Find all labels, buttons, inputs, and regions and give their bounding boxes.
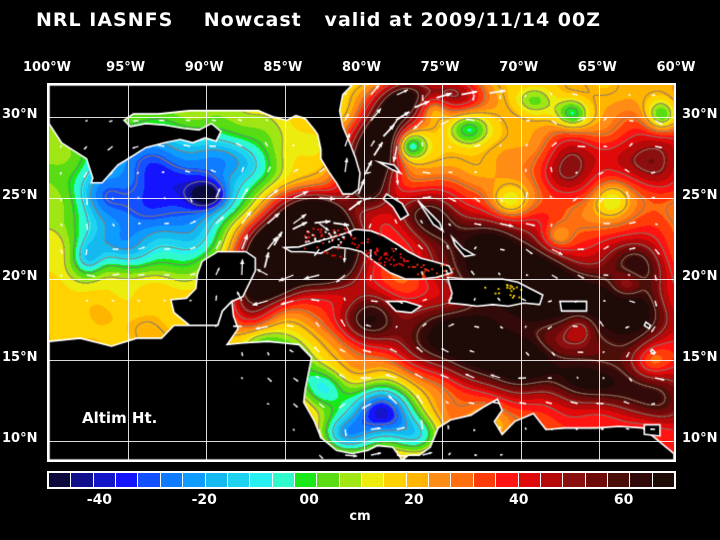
colorbar-segment xyxy=(183,473,205,487)
colorbar-segment xyxy=(451,473,473,487)
sshv-nowcast-figure: NRL IASNFS Nowcast valid at 2009/11/14 0… xyxy=(0,0,720,540)
colorbar-segment xyxy=(586,473,608,487)
gridline-meridian xyxy=(128,85,129,460)
colorbar-segment xyxy=(116,473,138,487)
colorbar-segment xyxy=(273,473,295,487)
gridline-parallel xyxy=(49,279,674,280)
gridline-meridian xyxy=(442,85,443,460)
colorbar-segment xyxy=(206,473,228,487)
lat-tick-label: 10°N xyxy=(2,431,37,446)
colorbar-segment xyxy=(295,473,317,487)
colorbar-tick: 60 xyxy=(614,492,633,508)
colorbar-segment xyxy=(496,473,518,487)
colorbar-segment xyxy=(317,473,339,487)
gridline-parallel xyxy=(49,198,674,199)
lon-tick-label: 80°W xyxy=(342,60,381,75)
gridline-parallel xyxy=(49,360,674,361)
colorbar-segment xyxy=(94,473,116,487)
figure-title: NRL IASNFS Nowcast valid at 2009/11/14 0… xyxy=(36,9,601,31)
lat-tick-label: 25°N xyxy=(2,188,37,203)
altimeter-height-field xyxy=(49,85,674,460)
colorbar xyxy=(47,471,676,489)
lon-tick-label: 75°W xyxy=(421,60,460,75)
lat-tick-label: 30°N xyxy=(2,107,37,122)
gridline-meridian xyxy=(364,85,365,460)
colorbar-segment xyxy=(228,473,250,487)
colorbar-tick: 40 xyxy=(509,492,528,508)
gridline-parallel xyxy=(49,117,674,118)
lat-tick-label: 20°N xyxy=(2,269,37,284)
map-plot-area xyxy=(47,83,676,462)
lat-tick-label: 20°N xyxy=(682,269,717,284)
lon-tick-label: 85°W xyxy=(263,60,302,75)
colorbar-tick: 00 xyxy=(299,492,318,508)
colorbar-segment xyxy=(161,473,183,487)
gridline-meridian xyxy=(521,85,522,460)
lon-tick-label: 100°W xyxy=(23,60,71,75)
lat-tick-label: 10°N xyxy=(682,431,717,446)
colorbar-segment xyxy=(541,473,563,487)
colorbar-segment xyxy=(362,473,384,487)
colorbar-segment xyxy=(407,473,429,487)
colorbar-tick: -40 xyxy=(87,492,112,508)
lat-tick-label: 30°N xyxy=(682,107,717,122)
colorbar-segment xyxy=(384,473,406,487)
lat-tick-label: 15°N xyxy=(2,350,37,365)
gridline-meridian xyxy=(285,85,286,460)
colorbar-segment xyxy=(340,473,362,487)
colorbar-segment xyxy=(653,473,674,487)
colorbar-tick: -20 xyxy=(192,492,217,508)
colorbar-segment xyxy=(608,473,630,487)
colorbar-segment xyxy=(563,473,585,487)
colorbar-segment xyxy=(250,473,272,487)
colorbar-unit-label: cm xyxy=(349,509,370,524)
lon-tick-label: 60°W xyxy=(657,60,696,75)
gridline-parallel xyxy=(49,441,674,442)
colorbar-segment xyxy=(474,473,496,487)
colorbar-segment xyxy=(519,473,541,487)
colorbar-segment xyxy=(429,473,451,487)
field-annotation-label: Altim Ht. xyxy=(82,409,157,427)
lon-tick-label: 65°W xyxy=(578,60,617,75)
lon-tick-label: 70°W xyxy=(499,60,538,75)
lat-tick-label: 25°N xyxy=(682,188,717,203)
lat-tick-label: 15°N xyxy=(682,350,717,365)
colorbar-tick: 20 xyxy=(404,492,423,508)
colorbar-segment xyxy=(138,473,160,487)
colorbar-segment xyxy=(71,473,93,487)
colorbar-segment xyxy=(630,473,652,487)
lon-tick-label: 95°W xyxy=(106,60,145,75)
gridline-meridian xyxy=(206,85,207,460)
gridline-meridian xyxy=(599,85,600,460)
lon-tick-label: 90°W xyxy=(185,60,224,75)
colorbar-segment xyxy=(49,473,71,487)
